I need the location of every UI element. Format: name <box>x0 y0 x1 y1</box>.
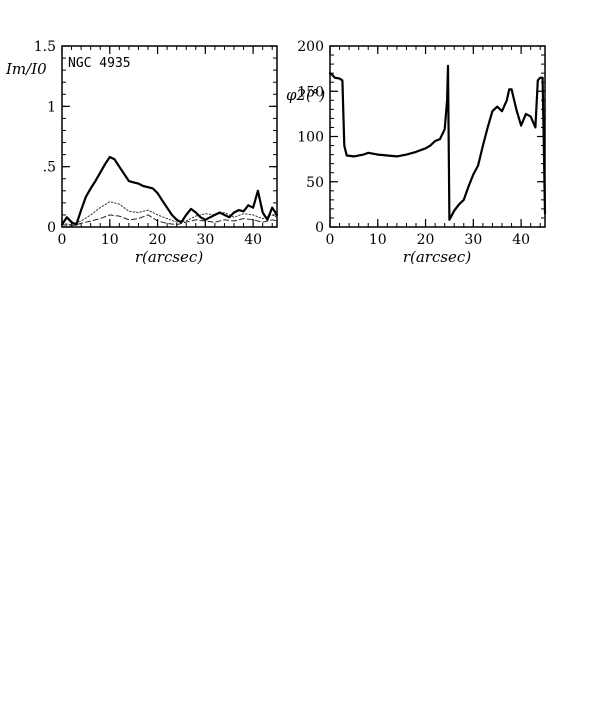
y-tick-label: 0 <box>315 220 324 236</box>
series-line-solid-thick <box>60 155 279 226</box>
x-tick-label: 20 <box>149 232 167 248</box>
panel-bar-strength: 0 10 20 30 40 0 .5 1 1.5 NGC 4935 r(arcsec) Im/I… <box>5 39 279 266</box>
y-tick-label: 50 <box>306 175 324 191</box>
x-tick-label: 0 <box>326 232 335 248</box>
series-group <box>328 64 547 221</box>
y-axis-label: Im/I0 <box>5 60 47 78</box>
x-tick-label: 10 <box>369 232 387 248</box>
plot-frame <box>61 45 278 228</box>
x-tick-label: 40 <box>244 232 262 248</box>
ticks <box>61 45 277 228</box>
y-tick-label: .5 <box>43 160 56 176</box>
y-axis-label: φ2(°) <box>286 86 325 104</box>
panel-phase-angle: 0 10 20 30 40 0 50 100 150 200 r(arcsec) φ2(°) <box>286 39 547 266</box>
x-axis-label: r(arcsec) <box>135 248 204 266</box>
x-tick-label: 40 <box>512 232 530 248</box>
figure: 0 10 20 30 40 0 .5 1 1.5 NGC 4935 r(arcsec) Im/I… <box>5 39 547 266</box>
y-tick-label: 200 <box>297 39 324 55</box>
series-line-solid-thick <box>328 64 547 221</box>
x-tick-label: 10 <box>101 232 119 248</box>
x-tick-label: 0 <box>58 232 67 248</box>
galaxy-annotation: NGC 4935 <box>68 56 131 71</box>
plot-frame <box>329 45 546 228</box>
x-tick-label: 30 <box>196 232 214 248</box>
ticks <box>329 45 545 228</box>
y-tick-label: 1.5 <box>34 39 56 55</box>
x-axis-label: r(arcsec) <box>403 248 472 266</box>
y-tick-label: 0 <box>47 220 56 236</box>
y-tick-label: 150 <box>297 84 324 100</box>
y-tick-label: 1 <box>47 99 56 115</box>
series-line-dotted <box>61 201 278 226</box>
x-tick-label: 30 <box>464 232 482 248</box>
series-group <box>60 155 279 227</box>
series-line-dashed <box>61 214 278 227</box>
tick-labels: 0 10 20 30 40 0 .5 1 1.5 <box>34 39 262 248</box>
x-tick-label: 20 <box>417 232 435 248</box>
y-tick-label: 100 <box>297 130 324 146</box>
tick-labels: 0 10 20 30 40 0 50 100 150 200 <box>297 39 530 248</box>
